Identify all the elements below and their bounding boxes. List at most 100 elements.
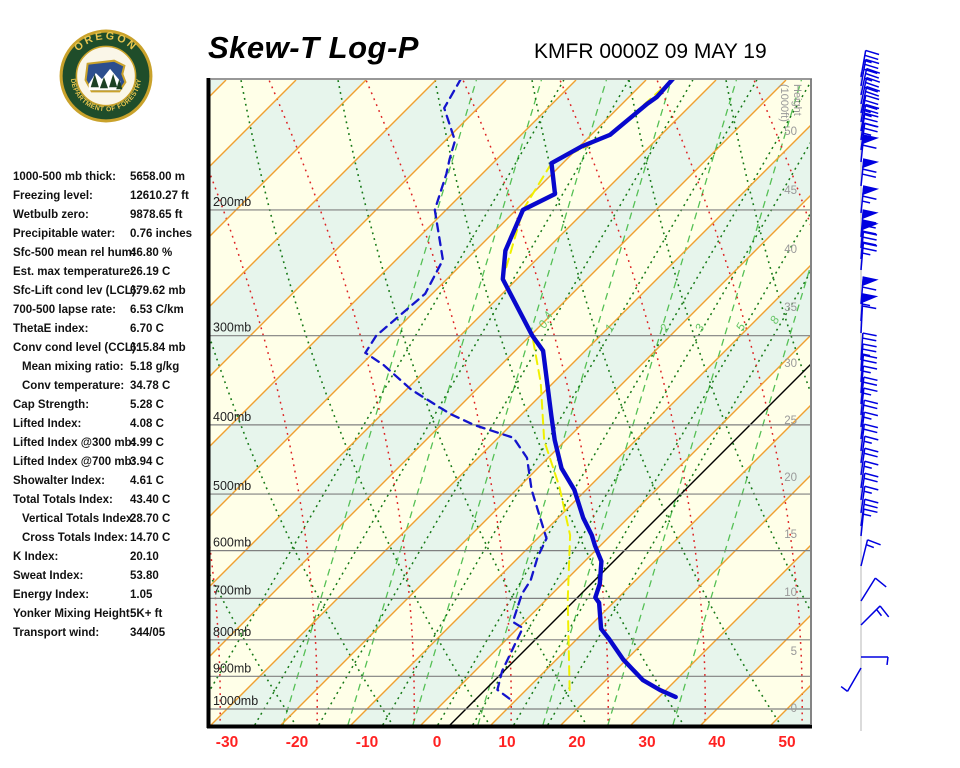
- wind-barb: [860, 242, 878, 271]
- stat-label: Sfc-500 mean rel hum:: [13, 247, 136, 259]
- stat-value: 4.08 C: [130, 418, 164, 430]
- dry-adiabat: [531, 80, 782, 725]
- stat-row: Yonker Mixing Height: 5K+ ft: [0, 605, 212, 624]
- height-label: 30: [784, 358, 797, 370]
- stat-row: Lifted Index @700 mb: 3.94 C: [0, 453, 212, 472]
- wind-barb: [860, 605, 890, 626]
- x-axis-label: 10: [498, 734, 515, 751]
- wind-barb-column: [840, 49, 890, 731]
- dry-adiabat-layer: [210, 80, 960, 727]
- wind-barb: [861, 656, 889, 666]
- wind-barb: [860, 332, 877, 361]
- x-axis-label: 50: [778, 734, 795, 751]
- pressure-label: 600mb: [213, 536, 251, 550]
- isotherm-line: [210, 80, 367, 237]
- stat-row: Total Totals Index: 43.40 C: [0, 491, 212, 510]
- stat-label: Freezing level:: [13, 190, 93, 202]
- page-title: Skew-T Log-P: [208, 30, 419, 65]
- pressure-label: 800mb: [213, 625, 251, 639]
- stat-row: Transport wind: 344/05: [0, 624, 212, 643]
- stat-value: 4.61 C: [130, 475, 164, 487]
- mixing-aux-line: [477, 80, 673, 725]
- stat-value: 679.62 mb: [130, 285, 186, 297]
- height-label: 25: [784, 415, 797, 427]
- wind-barb: [860, 447, 879, 476]
- stat-label: ThetaE index:: [13, 323, 89, 335]
- stat-value: 4.99 C: [130, 437, 164, 449]
- x-axis-label: 30: [638, 734, 655, 751]
- stat-row: Energy Index: 1.05: [0, 586, 212, 605]
- isotherm-line: [210, 80, 647, 517]
- pressure-grid-layer: [210, 209, 810, 710]
- x-axis-label: 20: [568, 734, 585, 751]
- height-label: 50: [784, 126, 797, 138]
- wind-barb: [860, 185, 880, 214]
- mixing-aux-line: [607, 80, 803, 725]
- height-label: 0: [791, 703, 797, 715]
- odf-logo: OREGON DEPARTMENT OF FORESTRY: [59, 29, 153, 123]
- pressure-label: 200mb: [213, 195, 251, 209]
- dry-adiabat: [337, 80, 588, 725]
- stat-label: Est. max temperature:: [13, 266, 134, 278]
- mixing-aux-line: [542, 80, 738, 725]
- dry-adiabat: [434, 80, 685, 725]
- stat-value: 6.53 C/km: [130, 304, 184, 316]
- wind-barb: [860, 577, 887, 602]
- pressure-label: 700mb: [213, 583, 251, 597]
- isotherm-line: [420, 335, 810, 725]
- wind-barb: [860, 343, 877, 372]
- stat-row: Freezing level: 12610.27 ft: [0, 187, 212, 206]
- aux-dashed-layer: [282, 80, 810, 725]
- isotherm-line: [210, 125, 810, 725]
- wind-barb: [860, 472, 879, 501]
- stat-value: 12610.27 ft: [130, 190, 189, 202]
- wind-barb: [860, 411, 879, 440]
- stat-value: 28.70 C: [130, 513, 171, 525]
- isotherm-line: [210, 80, 437, 307]
- pressure-label: 1000mb: [213, 694, 258, 708]
- wind-barb: [860, 354, 878, 383]
- isotherm-line: [210, 80, 577, 447]
- wind-barb: [860, 435, 879, 464]
- pressure-label: 300mb: [213, 321, 251, 335]
- stat-row: Conv temperature: 34.78 C: [0, 377, 212, 396]
- mixing-ratio-line: [318, 80, 694, 725]
- stat-row: ThetaE index: 6.70 C: [0, 320, 212, 339]
- wind-barb: [860, 399, 879, 428]
- wind-barb: [860, 158, 880, 187]
- isotherm-line: [700, 615, 810, 725]
- isotherm-line: [630, 545, 810, 725]
- height-axis-title: (1000ft): [778, 84, 790, 122]
- x-axis-layer: -30 -20 -10 0 10 20 30 40 50: [216, 734, 796, 751]
- stat-label: Mean mixing ratio:: [22, 361, 124, 373]
- mixing-ratio-line: [547, 271, 810, 725]
- isotherm-line: [210, 80, 507, 377]
- moist-adiabat: [210, 542, 221, 725]
- stat-value: 0.76 inches: [130, 228, 193, 240]
- temperature-curve: [500, 80, 678, 700]
- stat-value: 9878.65 ft: [130, 209, 183, 221]
- moist-adiabat: [210, 171, 318, 725]
- isotherm-line: [210, 80, 787, 657]
- moist-adiabat: [365, 80, 512, 725]
- stat-value: 14.70 C: [130, 532, 171, 544]
- isotherm-line: [560, 475, 810, 725]
- height-label: 20: [784, 472, 797, 484]
- stat-row: Mean mixing ratio: 5.18 g/kg: [0, 358, 212, 377]
- stat-label: Vertical Totals Index:: [22, 513, 137, 525]
- height-label: 5: [791, 646, 797, 658]
- wind-barb: [860, 539, 881, 567]
- moist-adiabat: [656, 80, 803, 725]
- wind-barb: [860, 365, 878, 394]
- height-label: 35: [784, 302, 797, 314]
- dry-adiabat: [210, 335, 394, 725]
- stat-value: 615.84 mb: [130, 342, 186, 354]
- station-datetime: KMFR 0000Z 09 MAY 19: [534, 40, 767, 63]
- mixing-ratio-line: [254, 80, 630, 725]
- mixing-ratio-line: [513, 212, 810, 725]
- stat-row: Cross Totals Index: 14.70 C: [0, 529, 212, 548]
- stats-panel: 1000-500 mb thick: 5658.00 m Freezing leve…: [0, 0, 212, 768]
- dry-adiabat: [823, 80, 960, 727]
- stat-row: Showalter Index: 4.61 C: [0, 472, 212, 491]
